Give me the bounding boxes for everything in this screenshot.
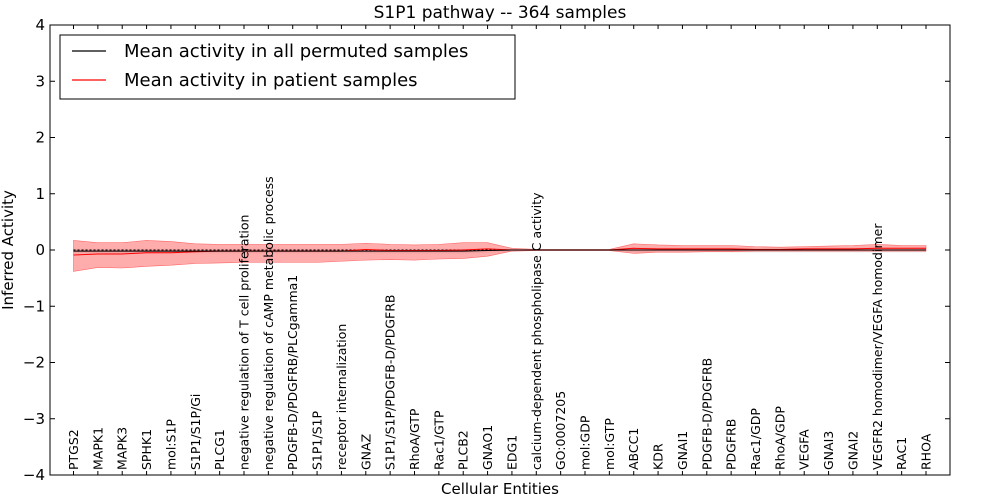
- x-category-label: GNAO1: [480, 425, 495, 470]
- x-category-label: RAC1: [894, 437, 909, 470]
- x-category-label: receptor internalization: [334, 324, 349, 470]
- x-category-label: SPHK1: [139, 429, 154, 470]
- x-category-label: MAPK3: [115, 427, 130, 470]
- chart-title: S1P1 pathway -- 364 samples: [374, 3, 627, 23]
- x-category-label: PDGFB-D/PDGFRB: [699, 358, 714, 470]
- x-category-label: RHOA: [919, 433, 934, 470]
- y-tick-label: 4: [35, 16, 45, 34]
- x-category-label: ABCC1: [626, 428, 641, 470]
- x-category-label: GO:0007205: [553, 391, 568, 470]
- x-axis-label: Cellular Entities: [441, 480, 559, 498]
- x-category-label: S1P1/S1P/PDGFB-D/PDGFRB: [383, 295, 398, 471]
- x-category-label: negative regulation of cAMP metabolic pr…: [261, 176, 276, 470]
- patient-band: [73, 240, 927, 272]
- y-axis-label: Inferred Activity: [0, 190, 17, 310]
- x-category-label: GNAI3: [821, 431, 836, 470]
- x-category-label: RhoA/GTP: [407, 408, 422, 470]
- y-tick-label: 0: [35, 241, 45, 259]
- x-category-label: KDR: [651, 443, 666, 470]
- x-category-label: calcium-dependent phospholipase C activi…: [529, 192, 544, 470]
- x-category-label: GNAI2: [845, 431, 860, 470]
- y-tick-label: 1: [35, 185, 45, 203]
- x-category-label: mol:S1P: [163, 419, 178, 470]
- x-category-label: PLCG1: [212, 429, 227, 470]
- y-tick-label: −4: [23, 466, 45, 484]
- x-category-label: Rac1/GDP: [748, 408, 763, 470]
- legend-box: [59, 34, 516, 100]
- y-tick-label: 2: [35, 129, 45, 147]
- permuted-mean-line: [73, 249, 926, 252]
- x-category-label: S1P1/S1P/Gi: [188, 394, 203, 470]
- y-tick-label: −2: [23, 354, 45, 372]
- x-category-label: S1P1/S1P: [310, 411, 325, 470]
- x-category-label: RhoA/GDP: [772, 406, 787, 470]
- x-category-label: PDGFB-D/PDGFRB/PLCgamma1: [285, 275, 300, 470]
- legend-label-permuted: Mean activity in all permuted samples: [124, 41, 468, 62]
- x-category-label: Rac1/GTP: [431, 410, 446, 470]
- x-category-label: mol:GDP: [578, 415, 593, 470]
- x-category-label: PLCB2: [456, 430, 471, 470]
- plot-area: [73, 240, 927, 272]
- y-tick-label: −3: [23, 410, 45, 428]
- x-category-label: VEGFR2 homodimer/VEGFA homodimer: [870, 223, 885, 470]
- y-axis: −4 −3 −2 −1 0 1 2 3 4: [23, 16, 950, 484]
- x-category-label: VEGFA: [797, 429, 812, 470]
- x-category-label: negative regulation of T cell proliferat…: [237, 215, 252, 470]
- x-category-label: MAPK1: [90, 427, 105, 470]
- x-category-label: mol:GTP: [602, 418, 617, 470]
- legend: Mean activity in all permuted samples Me…: [59, 34, 516, 100]
- y-tick-label: 3: [35, 72, 45, 90]
- x-axis-categories: PTGS2 MAPK1 MAPK3 SPHK1 mol:S1P S1P1/S1P/Gi PL…: [66, 25, 934, 475]
- y-tick-label: −1: [23, 297, 45, 315]
- x-category-label: GNAZ: [358, 434, 373, 470]
- x-category-label: PDGFRB: [724, 419, 739, 470]
- x-category-label: EDG1: [504, 435, 519, 470]
- x-category-label: PTGS2: [66, 429, 81, 470]
- x-category-label: GNAI1: [675, 431, 690, 470]
- legend-label-patient: Mean activity in patient samples: [124, 70, 418, 91]
